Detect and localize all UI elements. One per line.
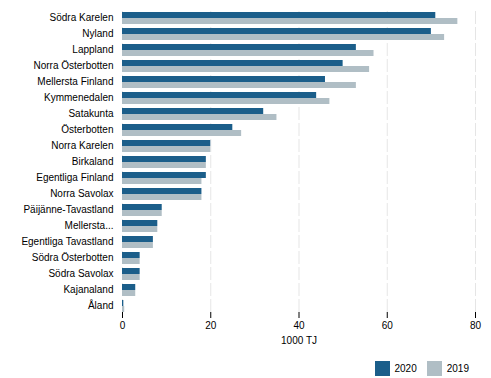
svg-text:20: 20 — [205, 320, 217, 331]
svg-text:Södra Savolax: Södra Savolax — [48, 268, 113, 279]
svg-text:Åland: Åland — [88, 299, 114, 311]
svg-text:Norra Savolax: Norra Savolax — [50, 188, 113, 199]
svg-text:Kajanaland: Kajanaland — [63, 284, 113, 295]
svg-text:Mellersta...: Mellersta... — [65, 220, 114, 231]
svg-text:80: 80 — [470, 320, 482, 331]
svg-text:Lappland: Lappland — [72, 44, 113, 55]
svg-text:60: 60 — [382, 320, 394, 331]
svg-text:Birkaland: Birkaland — [72, 156, 114, 167]
svg-text:Södra Österbotten: Södra Österbotten — [32, 252, 114, 263]
svg-text:Egentliga Finland: Egentliga Finland — [36, 172, 113, 183]
svg-text:1000 TJ: 1000 TJ — [281, 335, 317, 346]
html-text:2020: 2020 — [394, 363, 417, 374]
html-text:2019: 2019 — [446, 363, 469, 374]
svg-text:Päijänne-Tavastland: Päijänne-Tavastland — [23, 204, 113, 215]
svg-text:Österbotten: Österbotten — [61, 124, 113, 135]
svg-text:40: 40 — [293, 320, 305, 331]
svg-text:Norra Österbotten: Norra Österbotten — [33, 60, 113, 71]
svg-text:Mellersta Finland: Mellersta Finland — [37, 76, 113, 87]
svg-text:Nyland: Nyland — [82, 28, 113, 39]
svg-text:Kymmenedalen: Kymmenedalen — [44, 92, 113, 103]
svg-text:Norra Karelen: Norra Karelen — [51, 140, 113, 151]
svg-text:0: 0 — [120, 320, 126, 331]
svg-text:Södra Karelen: Södra Karelen — [50, 12, 114, 23]
svg-text:Satakunta: Satakunta — [68, 108, 113, 119]
svg-text:Egentliga Tavastland: Egentliga Tavastland — [21, 236, 113, 247]
